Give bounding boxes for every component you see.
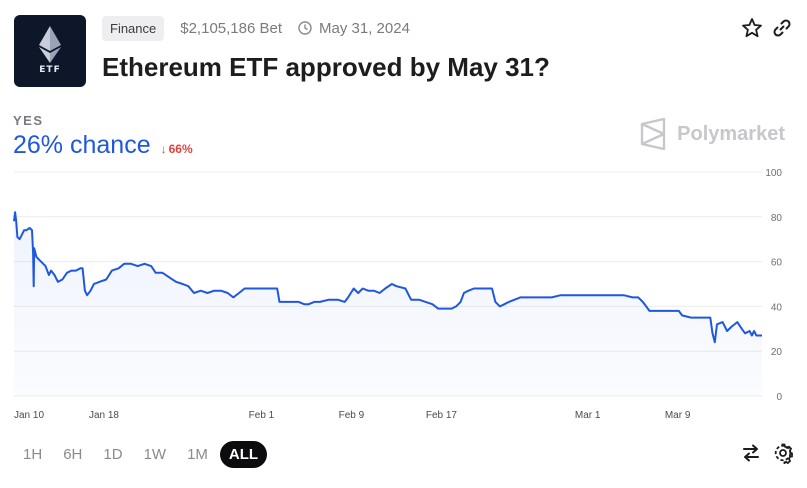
y-tick-label: 60	[771, 258, 783, 269]
x-tick-label: Feb 17	[426, 410, 458, 421]
swap-arrows-icon[interactable]	[740, 442, 762, 464]
arrow-down-icon: ↓	[160, 142, 167, 156]
range-button-1d[interactable]: 1D	[103, 446, 123, 463]
x-tick-label: Mar 9	[665, 410, 691, 421]
y-tick-label: 40	[771, 302, 783, 313]
range-button-1w[interactable]: 1W	[143, 446, 167, 463]
range-button-1h[interactable]: 1H	[23, 446, 43, 463]
range-button-all[interactable]: ALL	[219, 441, 268, 468]
x-tick-label: Mar 1	[575, 410, 601, 421]
x-tick-label: Jan 18	[89, 410, 119, 421]
x-tick-label: Feb 9	[339, 410, 365, 421]
chance-row: 26% chance ↓ 66%	[13, 131, 193, 160]
chart-tools	[730, 442, 794, 465]
brand-name: Polymarket	[677, 122, 785, 145]
y-tick-label: 80	[771, 213, 783, 224]
volume: $2,105,186 Bet	[180, 19, 283, 37]
x-tick-label: Feb 1	[249, 410, 275, 421]
change-value: 66%	[168, 142, 193, 156]
change-badge: ↓ 66%	[161, 142, 193, 156]
range-button-6h[interactable]: 6H	[63, 446, 83, 463]
y-axis: 0 20 40 60 80 100	[765, 168, 782, 403]
time-range-selector: 1H 6H 1D 1W 1M ALL	[14, 441, 270, 468]
price-chart: 0 20 40 60 80 100 Jan 10 Jan 18 Feb 1 Feb 9 Feb 1…	[13, 168, 782, 421]
clock-icon	[298, 21, 312, 35]
range-button-1m[interactable]: 1M	[187, 446, 208, 463]
market-meta: Finance $2,105,186 Bet May 31, 2024	[102, 15, 410, 41]
market-thumbnail: ETF	[14, 15, 86, 87]
series-line	[13, 211, 762, 344]
header-actions	[733, 17, 793, 39]
thumbnail-label: ETF	[39, 65, 61, 75]
x-tick-label: Jan 10	[14, 410, 44, 421]
y-tick-label: 20	[771, 347, 783, 358]
y-tick-label: 100	[765, 168, 782, 179]
polymarket-logo-icon	[640, 118, 666, 150]
end-date-text: May 31, 2024	[319, 19, 410, 37]
ethereum-logo-icon	[39, 26, 61, 63]
link-icon[interactable]	[771, 17, 793, 39]
chance-value: 26% chance	[13, 131, 151, 159]
star-icon[interactable]	[741, 17, 763, 39]
outcome-label: YES	[13, 113, 44, 128]
market-title: Ethereum ETF approved by May 31?	[102, 52, 550, 82]
end-date: May 31, 2024	[298, 20, 410, 37]
gear-icon[interactable]	[772, 442, 794, 465]
brand: Polymarket	[639, 118, 785, 150]
series-area	[14, 212, 762, 396]
y-tick-label: 0	[776, 392, 782, 403]
x-axis: Jan 10 Jan 18 Feb 1 Feb 9 Feb 17 Mar 1 Mar 9	[14, 410, 691, 421]
category-tag[interactable]: Finance	[102, 15, 165, 41]
